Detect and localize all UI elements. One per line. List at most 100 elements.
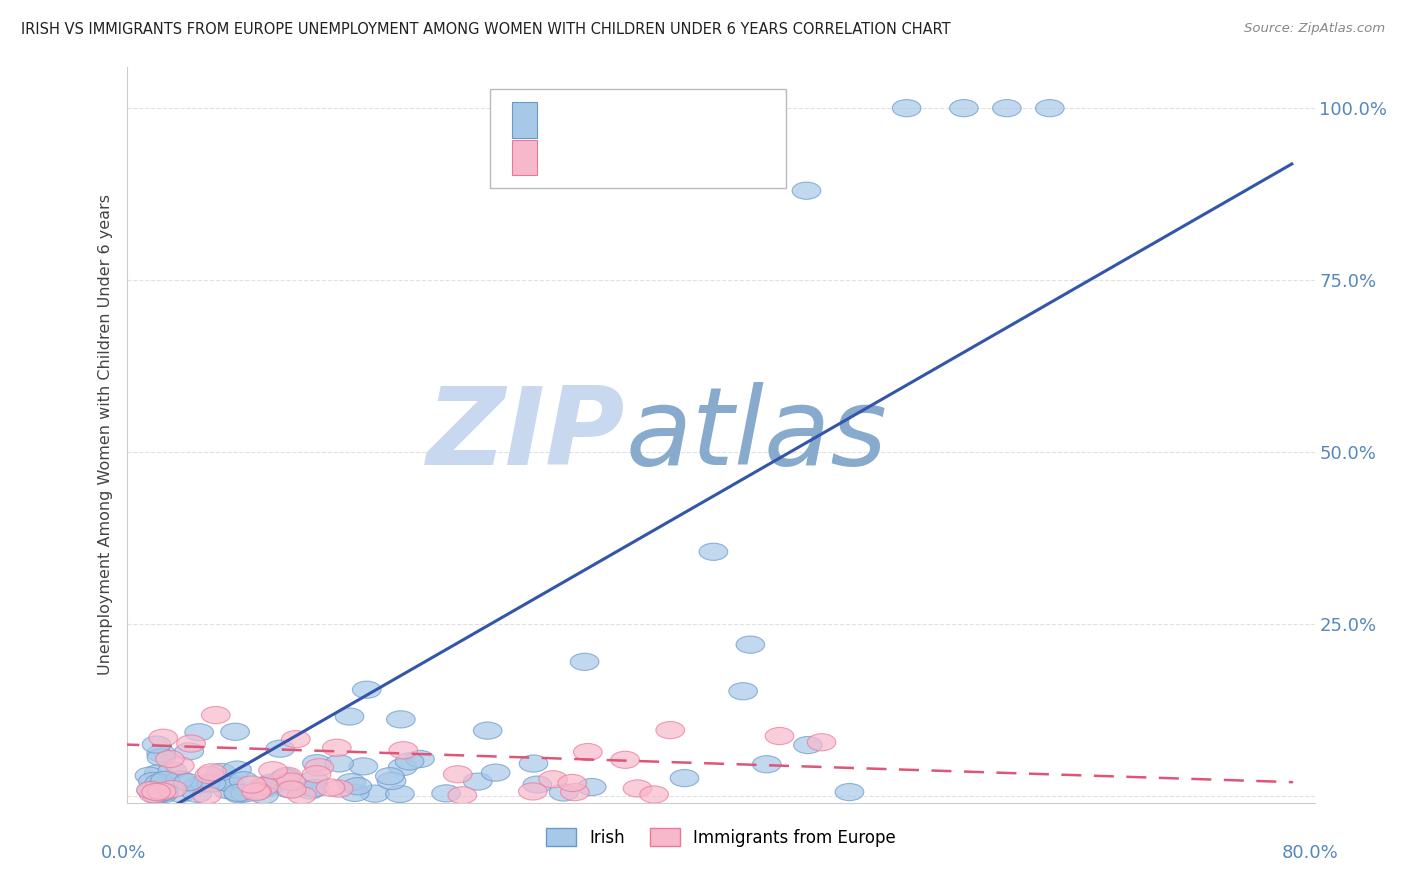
- Ellipse shape: [671, 770, 699, 787]
- Ellipse shape: [273, 767, 302, 784]
- Ellipse shape: [225, 786, 253, 803]
- Ellipse shape: [242, 783, 270, 801]
- Ellipse shape: [1035, 100, 1064, 117]
- Ellipse shape: [387, 711, 415, 728]
- Ellipse shape: [257, 774, 285, 791]
- Ellipse shape: [184, 776, 212, 794]
- Ellipse shape: [807, 734, 837, 751]
- Ellipse shape: [893, 100, 921, 117]
- Text: 80.0%: 80.0%: [1282, 844, 1339, 862]
- Ellipse shape: [142, 783, 170, 800]
- Ellipse shape: [149, 783, 179, 801]
- Ellipse shape: [325, 755, 353, 772]
- Ellipse shape: [375, 768, 404, 785]
- Ellipse shape: [148, 783, 176, 800]
- Ellipse shape: [212, 781, 242, 798]
- Ellipse shape: [610, 751, 640, 768]
- Ellipse shape: [281, 731, 311, 747]
- Ellipse shape: [146, 784, 174, 802]
- Text: R = -0.157: R = -0.157: [546, 148, 636, 166]
- Ellipse shape: [406, 750, 434, 768]
- Ellipse shape: [145, 774, 174, 791]
- Ellipse shape: [302, 755, 332, 772]
- Ellipse shape: [184, 723, 214, 741]
- Ellipse shape: [699, 543, 728, 560]
- Ellipse shape: [340, 784, 368, 802]
- Ellipse shape: [243, 782, 271, 799]
- Ellipse shape: [432, 785, 460, 802]
- Ellipse shape: [360, 785, 389, 802]
- Ellipse shape: [191, 774, 219, 792]
- Ellipse shape: [207, 764, 235, 780]
- Ellipse shape: [288, 787, 316, 804]
- Ellipse shape: [254, 776, 284, 794]
- Ellipse shape: [195, 766, 224, 784]
- Legend: Irish, Immigrants from Europe: Irish, Immigrants from Europe: [538, 822, 903, 854]
- Ellipse shape: [297, 781, 325, 799]
- Ellipse shape: [993, 100, 1021, 117]
- Text: ZIP: ZIP: [427, 382, 626, 488]
- Ellipse shape: [136, 781, 166, 798]
- Ellipse shape: [224, 784, 253, 801]
- Ellipse shape: [519, 755, 548, 772]
- Ellipse shape: [377, 772, 406, 789]
- Ellipse shape: [274, 780, 304, 797]
- Ellipse shape: [558, 774, 586, 791]
- Ellipse shape: [325, 780, 353, 797]
- Ellipse shape: [259, 775, 288, 793]
- Ellipse shape: [765, 728, 794, 745]
- Ellipse shape: [523, 776, 551, 793]
- Ellipse shape: [561, 783, 589, 801]
- Ellipse shape: [578, 779, 606, 796]
- Ellipse shape: [174, 743, 204, 760]
- Ellipse shape: [231, 785, 259, 802]
- Ellipse shape: [519, 783, 547, 800]
- Ellipse shape: [728, 682, 758, 700]
- Ellipse shape: [238, 776, 266, 793]
- Ellipse shape: [266, 740, 294, 757]
- Ellipse shape: [214, 774, 242, 792]
- Ellipse shape: [221, 723, 249, 740]
- Ellipse shape: [353, 681, 381, 698]
- Ellipse shape: [349, 758, 378, 775]
- Ellipse shape: [157, 762, 187, 779]
- Ellipse shape: [149, 786, 177, 803]
- Ellipse shape: [949, 100, 979, 117]
- Ellipse shape: [640, 786, 668, 803]
- Ellipse shape: [146, 745, 176, 762]
- Ellipse shape: [150, 772, 180, 789]
- Ellipse shape: [156, 750, 184, 768]
- Ellipse shape: [149, 729, 177, 747]
- Text: atlas: atlas: [626, 383, 887, 487]
- Ellipse shape: [166, 757, 194, 774]
- Ellipse shape: [229, 772, 257, 789]
- Ellipse shape: [177, 735, 205, 752]
- Ellipse shape: [215, 774, 245, 792]
- Ellipse shape: [139, 772, 167, 789]
- Ellipse shape: [197, 775, 226, 792]
- Ellipse shape: [481, 764, 510, 781]
- Ellipse shape: [385, 785, 415, 803]
- Ellipse shape: [389, 741, 418, 759]
- Ellipse shape: [142, 787, 170, 804]
- Ellipse shape: [166, 785, 195, 803]
- Text: R =  0.656: R = 0.656: [546, 112, 634, 129]
- Ellipse shape: [299, 780, 329, 797]
- Ellipse shape: [136, 782, 166, 799]
- Ellipse shape: [145, 764, 173, 781]
- Ellipse shape: [316, 779, 344, 797]
- Ellipse shape: [449, 787, 477, 804]
- Y-axis label: Unemployment Among Women with Children Under 6 years: Unemployment Among Women with Children U…: [97, 194, 112, 675]
- Ellipse shape: [737, 636, 765, 653]
- Ellipse shape: [142, 736, 172, 753]
- Ellipse shape: [250, 778, 278, 795]
- Ellipse shape: [752, 756, 782, 772]
- Ellipse shape: [322, 739, 352, 756]
- Ellipse shape: [139, 786, 167, 803]
- Text: N = 84: N = 84: [678, 112, 741, 129]
- Ellipse shape: [623, 780, 652, 797]
- Ellipse shape: [145, 784, 173, 801]
- Text: 0.0%: 0.0%: [101, 844, 146, 862]
- Ellipse shape: [655, 722, 685, 739]
- Text: Source: ZipAtlas.com: Source: ZipAtlas.com: [1244, 22, 1385, 36]
